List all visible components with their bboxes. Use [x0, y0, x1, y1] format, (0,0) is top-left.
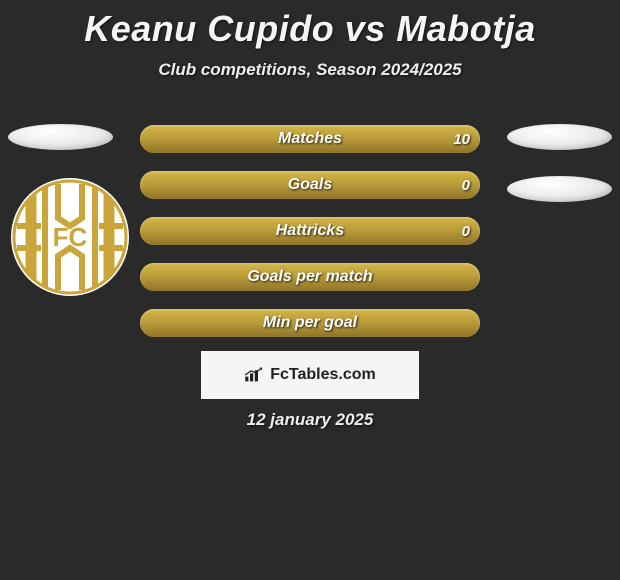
stat-bar: Matches10	[140, 125, 480, 153]
stat-bar: Goals0	[140, 171, 480, 199]
stat-bar: Hattricks0	[140, 217, 480, 245]
bar-chart-icon	[244, 367, 264, 383]
stat-bar-value: 0	[462, 171, 470, 199]
stat-bar-fill	[140, 217, 480, 245]
source-badge: FcTables.com	[201, 351, 419, 399]
player-right-placeholder-2	[507, 176, 612, 202]
stat-bar-fill	[140, 171, 480, 199]
page-title: Keanu Cupido vs Mabotja	[0, 0, 620, 50]
stat-bar-fill	[140, 263, 480, 291]
stat-bar-fill	[140, 125, 480, 153]
club-badge: FC	[11, 178, 129, 296]
stat-bar-value: 0	[462, 217, 470, 245]
source-badge-text: FcTables.com	[270, 366, 376, 384]
date-text: 12 january 2025	[0, 410, 620, 430]
stat-bar: Goals per match	[140, 263, 480, 291]
svg-text:FC: FC	[53, 222, 88, 252]
stats-bars: Matches10 Goals0 Hattricks0 Goals per match…	[140, 125, 480, 355]
player-left-placeholder	[8, 124, 113, 150]
player-right-placeholder-1	[507, 124, 612, 150]
stat-bar: Min per goal	[140, 309, 480, 337]
stat-bar-value: 10	[453, 125, 470, 153]
subtitle: Club competitions, Season 2024/2025	[0, 50, 620, 80]
stat-bar-fill	[140, 309, 480, 337]
